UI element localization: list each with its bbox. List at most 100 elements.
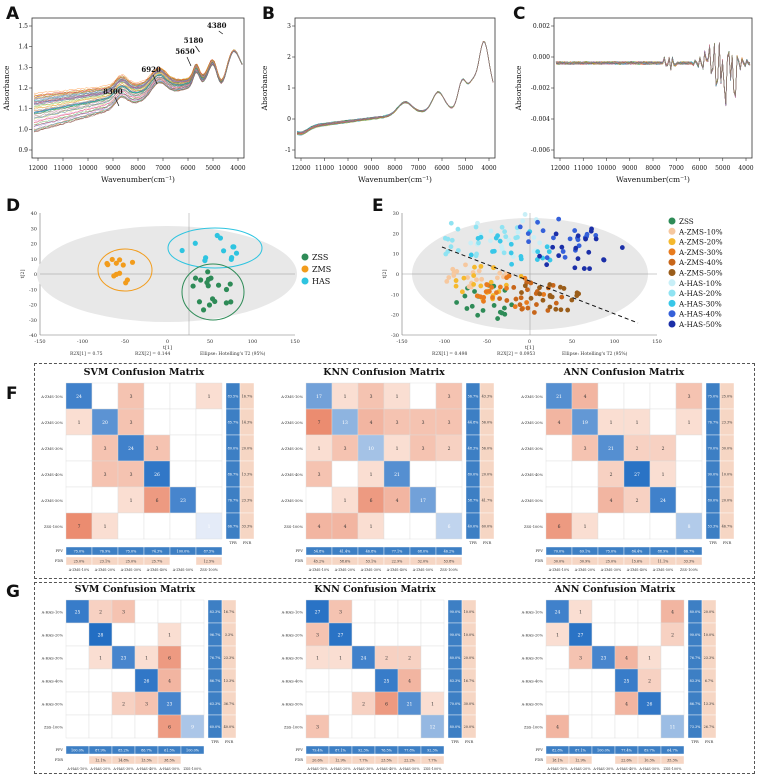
matrix-cell xyxy=(420,599,445,624)
matrix-cell xyxy=(195,486,223,514)
point-a-has-40pct xyxy=(517,224,523,230)
matrix-cell xyxy=(660,691,685,716)
matrix-cell xyxy=(383,408,411,436)
matrix-cell-value: 6 xyxy=(156,498,159,504)
fnr-value: 20.0% xyxy=(464,656,476,660)
matrix-cell-value: 2 xyxy=(385,656,388,662)
tpr-value: 63.3% xyxy=(210,702,222,706)
point-a-zms-20pct xyxy=(471,273,477,278)
point-a-zms-30pct xyxy=(490,295,495,300)
matrix-cell xyxy=(305,512,333,540)
legend-label-zss: ZSS xyxy=(312,253,328,262)
spectrum-line xyxy=(33,49,243,99)
point-a-zms-40pct xyxy=(511,285,517,290)
x-tick-label: 11000 xyxy=(574,165,593,172)
matrix-cell-value: 4 xyxy=(584,394,587,400)
point-a-zms-40pct xyxy=(553,300,559,306)
matrix-cell xyxy=(65,434,93,462)
matrix-cell-value: 3 xyxy=(422,420,425,426)
fnr-cell xyxy=(221,714,237,739)
tpr-value: 83.5% xyxy=(228,395,240,399)
matrix-cell xyxy=(351,599,376,624)
matrix-cell xyxy=(409,460,437,488)
point-a-has-10pct xyxy=(537,240,543,246)
fnr-value: 20.0% xyxy=(242,447,254,451)
spectrum-line xyxy=(296,40,494,133)
matrix-cell-value: 7 xyxy=(78,524,81,530)
legend-label: A-HAS-50% xyxy=(678,320,722,329)
fnr-value: 13.3% xyxy=(704,702,716,706)
spectrum-line xyxy=(296,41,494,134)
point-a-has-30pct xyxy=(546,249,552,255)
spectrum-line xyxy=(555,43,751,105)
legend-label: A-ZMS-30% xyxy=(678,248,723,257)
fnr-value: 6.7% xyxy=(705,679,714,683)
spectrum-line xyxy=(296,41,494,134)
fdr-cell xyxy=(169,556,197,566)
point-a-zms-50pct xyxy=(547,304,553,310)
fdr-value: 22.9% xyxy=(392,560,404,564)
row-label: ZSS-100% xyxy=(524,726,544,730)
matrix-cell xyxy=(649,382,677,410)
matrix-cell-value: 3 xyxy=(104,446,107,452)
matrix-cell-value: 6 xyxy=(168,725,171,731)
tpr-value: 86.7% xyxy=(210,679,222,683)
legend-label: A-ZMS-50% xyxy=(678,269,723,278)
spectrum-line xyxy=(296,41,494,134)
matrix-cell-value: 26 xyxy=(647,702,653,708)
matrix-cell-value: 1 xyxy=(584,524,587,530)
point-a-zms-10pct xyxy=(444,279,450,284)
matrix-cell-value: 4 xyxy=(396,498,399,504)
matrix-cell-value: 12 xyxy=(430,725,436,731)
point-zss xyxy=(190,283,196,289)
ppv-value: 100.0% xyxy=(177,550,191,554)
point-a-has-20pct xyxy=(473,253,479,259)
y-tick-label: 0 xyxy=(287,116,291,123)
x-tick-label: 6000 xyxy=(434,165,449,172)
tpr-header: TPR xyxy=(451,740,459,744)
point-a-has-50pct xyxy=(586,249,592,255)
matrix-cell-value: 2 xyxy=(408,656,411,662)
row-label: A-ZMS-20% xyxy=(520,421,543,425)
ppv-cell xyxy=(195,546,223,556)
matrix-cell xyxy=(409,382,437,410)
spectrum-line xyxy=(555,43,751,105)
spectrum-line xyxy=(555,42,751,106)
x-tick-label: 12000 xyxy=(550,165,569,172)
spectrum-line xyxy=(555,42,751,104)
point-a-has-40pct xyxy=(572,228,578,233)
tpr-value: 90.0% xyxy=(450,610,462,614)
cluster-ellipse-zss xyxy=(181,263,245,321)
col-label: A-ZMS-40% xyxy=(146,568,168,572)
legend-marker xyxy=(668,279,676,287)
point-a-zms-50pct xyxy=(522,283,528,289)
y-tick-label: 1.2 xyxy=(18,85,28,92)
matrix-cell-value: 26 xyxy=(144,679,150,685)
ppv-value: 64.7% xyxy=(667,749,679,753)
point-a-has-40pct xyxy=(576,243,582,249)
spectrum-line xyxy=(296,41,494,134)
matrix-cell-value: 1 xyxy=(99,656,102,662)
point-a-zms-10pct xyxy=(476,268,482,274)
fnr-value: 46.7% xyxy=(722,525,734,529)
ppv-value: 89.7% xyxy=(644,749,656,753)
point-a-has-40pct xyxy=(593,232,599,238)
col-label: A-HAS-50% xyxy=(638,767,660,771)
ppv-value: 76.5% xyxy=(381,749,393,753)
matrix-cell xyxy=(675,486,703,514)
matrix-title: KNN Confusion Matrix xyxy=(323,367,445,378)
fdr-value: 11.1% xyxy=(658,560,670,564)
point-a-has-50pct xyxy=(573,245,579,251)
point-a-has-10pct xyxy=(510,254,516,259)
matrix-cell xyxy=(409,486,437,514)
legend-label: A-HAS-10% xyxy=(678,279,722,288)
matrix-cell xyxy=(134,599,159,624)
legend-marker xyxy=(668,269,676,276)
spectrum-line xyxy=(296,41,494,134)
ppv-value: 46.2% xyxy=(444,550,456,554)
point-zss xyxy=(491,303,497,308)
row-label: A-ZMS-40% xyxy=(40,473,63,477)
point-a-zms-30pct xyxy=(541,292,547,297)
spectrum-line xyxy=(296,41,494,135)
matrix-cell-value: 1 xyxy=(208,394,211,400)
